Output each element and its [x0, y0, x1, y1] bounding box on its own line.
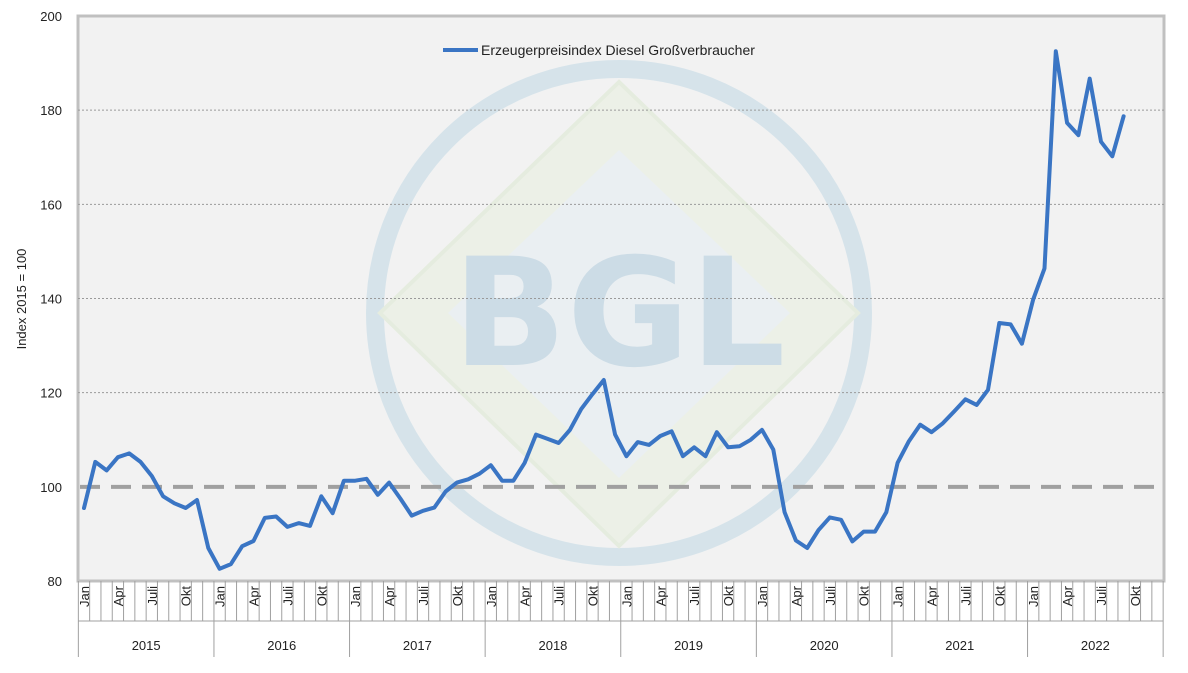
x-year-label: 2021	[945, 638, 974, 653]
y-tick-label: 120	[40, 386, 62, 401]
x-month-label: Jan	[484, 586, 499, 607]
x-month-label: Jan	[755, 586, 770, 607]
x-month-label: Jan	[891, 586, 906, 607]
legend: Erzeugerpreisindex Diesel Großverbrauche…	[443, 42, 755, 58]
y-tick-label: 180	[40, 103, 62, 118]
x-month-label: Okt	[314, 586, 329, 607]
x-year-label: 2018	[538, 638, 567, 653]
y-tick-label: 80	[48, 574, 62, 589]
x-month-label: Okt	[179, 586, 194, 607]
x-month-label: Juli	[687, 586, 702, 606]
legend-label: Erzeugerpreisindex Diesel Großverbrauche…	[481, 42, 755, 58]
y-tick-label: 140	[40, 292, 62, 307]
watermark-circle	[366, 60, 872, 566]
x-month-label: Okt	[450, 586, 465, 607]
x-year-label: 2019	[674, 638, 703, 653]
x-month-label: Jan	[348, 586, 363, 607]
x-month-label: Jan	[213, 586, 228, 607]
series-line	[82, 49, 1126, 571]
watermark-diamond	[377, 79, 861, 549]
gridlines	[78, 109, 1164, 394]
x-month-label: Okt	[586, 586, 601, 607]
x-month-label: Jan	[619, 586, 634, 607]
watermark-text: BGL	[452, 227, 785, 401]
x-month-label: Juli	[1094, 586, 1109, 606]
x-year-label: 2015	[132, 638, 161, 653]
x-month-label: Jan	[1026, 586, 1041, 607]
x-month-label: Apr	[789, 585, 804, 606]
x-year-label: 2022	[1081, 638, 1110, 653]
x-month-label: Juli	[823, 586, 838, 606]
x-month-label: Apr	[382, 585, 397, 606]
bgl-watermark: BGL	[366, 60, 872, 566]
x-month-label: Okt	[1128, 586, 1143, 607]
y-axis: 80 100 120 140 160 180 200	[40, 9, 62, 589]
y-tick-label: 160	[40, 197, 62, 212]
x-year-label: 2016	[267, 638, 296, 653]
series-layer	[82, 49, 1126, 571]
x-month-label: Juli	[145, 586, 160, 606]
x-month-label: Apr	[111, 585, 126, 606]
x-month-label: Okt	[721, 586, 736, 607]
x-month-label: Jan	[77, 586, 92, 607]
x-month-label: Juli	[552, 586, 567, 606]
x-month-label: Apr	[925, 585, 940, 606]
x-month-label: Okt	[992, 586, 1007, 607]
x-month-label: Apr	[247, 585, 262, 606]
y-tick-label: 100	[40, 480, 62, 495]
x-month-label: Apr	[518, 585, 533, 606]
x-year-label: 2017	[403, 638, 432, 653]
x-month-label: Apr	[1060, 585, 1075, 606]
y-axis-label: Index 2015 = 100	[14, 249, 29, 350]
x-axis: Jan Apr Juli Okt Jan Apr Juli Okt Jan Apr Juli Okt J…	[77, 581, 1164, 657]
x-month-label: Apr	[653, 585, 668, 606]
x-month-label: Juli	[280, 586, 295, 606]
x-month-label: Okt	[857, 586, 872, 607]
x-year-label: 2020	[810, 638, 839, 653]
y-tick-label: 200	[40, 9, 62, 24]
x-month-label: Juli	[416, 586, 431, 606]
x-month-label: Juli	[958, 586, 973, 606]
watermark-diamond-inner	[448, 150, 790, 478]
